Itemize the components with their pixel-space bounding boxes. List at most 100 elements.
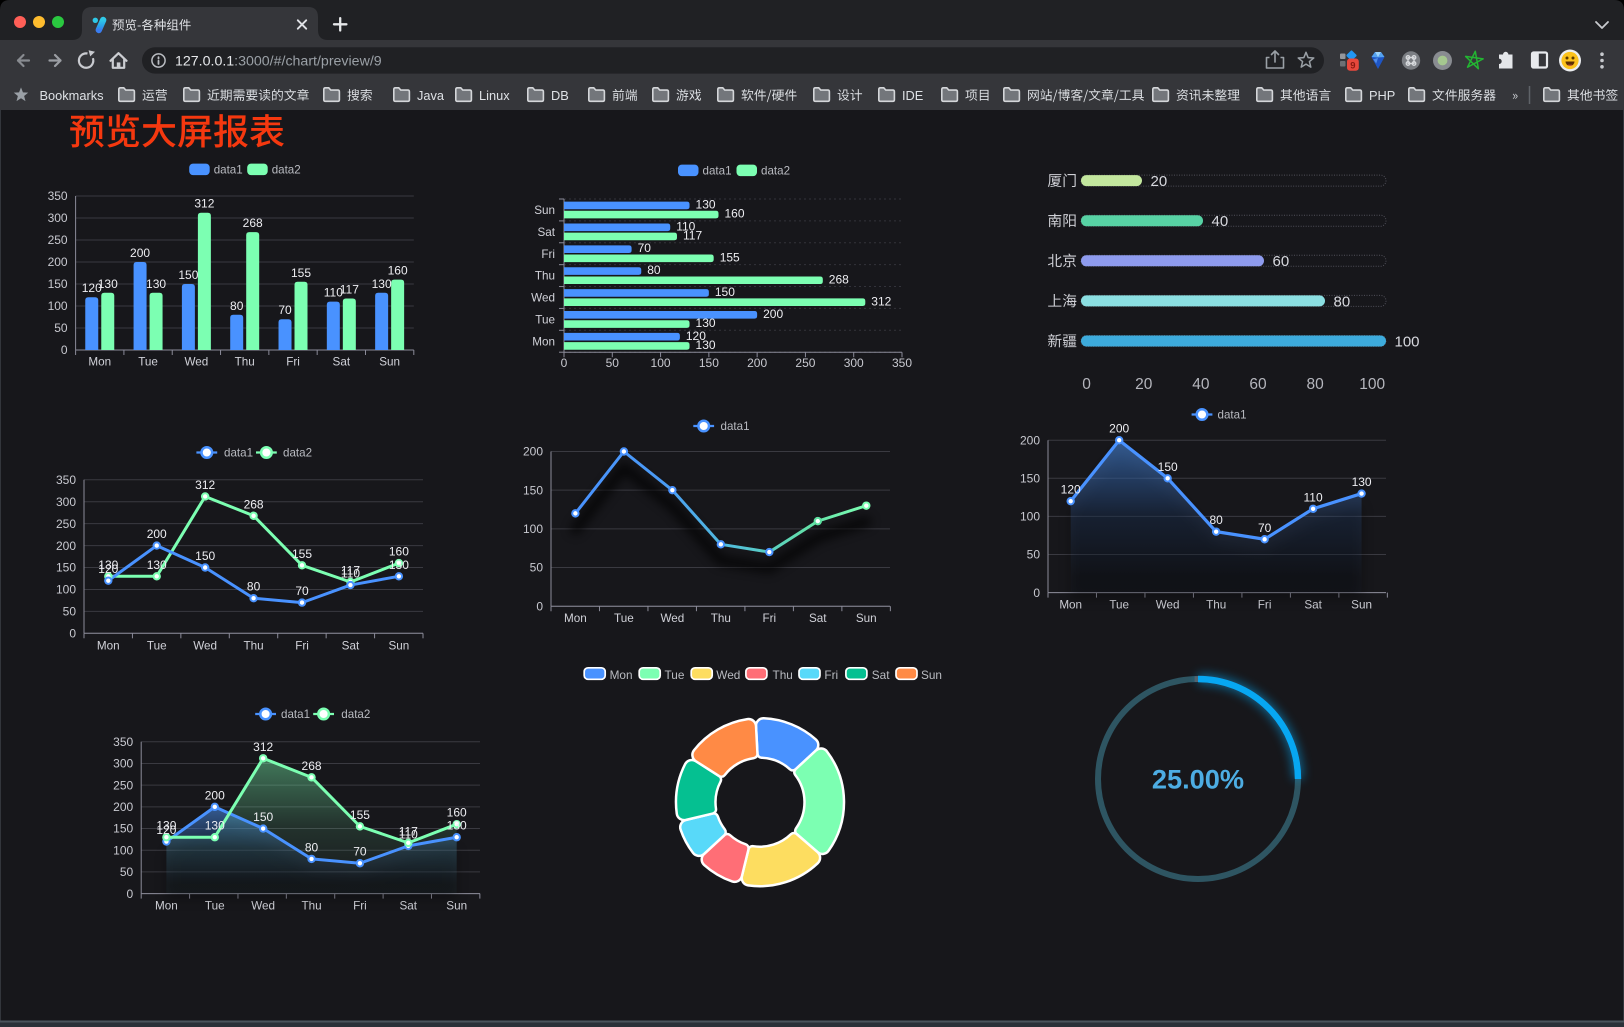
svg-text:150: 150 bbox=[1158, 460, 1178, 474]
svg-text:120: 120 bbox=[98, 562, 118, 576]
svg-text:50: 50 bbox=[606, 356, 620, 370]
svg-text:data2: data2 bbox=[341, 708, 370, 721]
svg-text:350: 350 bbox=[56, 473, 76, 487]
svg-text:80: 80 bbox=[1306, 376, 1324, 393]
svg-text:117: 117 bbox=[399, 824, 418, 838]
svg-text:Linux: Linux bbox=[479, 88, 510, 103]
svg-text:50: 50 bbox=[54, 321, 68, 335]
svg-text:80: 80 bbox=[1209, 513, 1223, 527]
svg-text:Sat: Sat bbox=[1304, 599, 1322, 612]
svg-text:Sat: Sat bbox=[537, 226, 555, 239]
svg-text:data1: data1 bbox=[214, 164, 243, 177]
svg-text:100: 100 bbox=[1395, 333, 1420, 350]
svg-text:20: 20 bbox=[1135, 376, 1153, 393]
svg-text:300: 300 bbox=[48, 211, 68, 225]
svg-text:Bookmarks: Bookmarks bbox=[40, 88, 104, 103]
svg-text:0: 0 bbox=[61, 343, 68, 357]
svg-text:Sat: Sat bbox=[809, 612, 827, 625]
svg-text:130: 130 bbox=[696, 316, 716, 330]
svg-text:Mon: Mon bbox=[97, 639, 120, 652]
svg-text:Sun: Sun bbox=[534, 204, 555, 217]
svg-text:Sun: Sun bbox=[921, 668, 942, 682]
svg-text:110: 110 bbox=[1304, 490, 1323, 504]
svg-text:Wed: Wed bbox=[716, 668, 740, 682]
svg-text:Tue: Tue bbox=[138, 356, 158, 369]
svg-text:100: 100 bbox=[48, 299, 68, 313]
svg-text:155: 155 bbox=[291, 266, 311, 280]
svg-text:200: 200 bbox=[113, 800, 133, 814]
svg-text:70: 70 bbox=[1258, 521, 1272, 535]
svg-text:data1: data1 bbox=[703, 165, 732, 178]
svg-text:80: 80 bbox=[1334, 293, 1351, 310]
svg-text:80: 80 bbox=[647, 263, 661, 277]
svg-text:268: 268 bbox=[244, 497, 264, 511]
svg-text:Mon: Mon bbox=[564, 612, 587, 625]
svg-text:20: 20 bbox=[1151, 173, 1168, 190]
svg-text:40: 40 bbox=[1192, 376, 1210, 393]
svg-text:150: 150 bbox=[1020, 472, 1040, 486]
svg-text:Java: Java bbox=[417, 88, 445, 103]
svg-text:268: 268 bbox=[302, 759, 322, 773]
svg-text:50: 50 bbox=[1027, 548, 1041, 562]
svg-text:150: 150 bbox=[195, 549, 215, 563]
svg-text:Wed: Wed bbox=[193, 639, 217, 652]
svg-text:130: 130 bbox=[1352, 475, 1372, 489]
svg-text:130: 130 bbox=[389, 558, 409, 572]
svg-text:70: 70 bbox=[278, 303, 292, 317]
svg-text:Sat: Sat bbox=[872, 668, 890, 682]
svg-text:data1: data1 bbox=[721, 420, 750, 433]
svg-text:80: 80 bbox=[230, 299, 244, 313]
svg-text:DB: DB bbox=[551, 88, 569, 103]
svg-text:268: 268 bbox=[829, 272, 849, 286]
svg-text:268: 268 bbox=[243, 216, 263, 230]
svg-text:data1: data1 bbox=[281, 708, 310, 721]
svg-text:200: 200 bbox=[147, 527, 167, 541]
svg-text:Mon: Mon bbox=[532, 335, 555, 348]
svg-text:155: 155 bbox=[350, 808, 370, 822]
svg-text:312: 312 bbox=[253, 740, 273, 754]
svg-text:Sat: Sat bbox=[400, 900, 418, 913]
svg-text:250: 250 bbox=[113, 778, 133, 792]
svg-text:IDE: IDE bbox=[902, 88, 923, 103]
svg-text:155: 155 bbox=[292, 547, 312, 561]
svg-text:200: 200 bbox=[48, 255, 68, 269]
svg-text:Thu: Thu bbox=[535, 270, 555, 283]
svg-text:Wed: Wed bbox=[660, 612, 684, 625]
svg-text:50: 50 bbox=[120, 865, 134, 879]
svg-text:Fri: Fri bbox=[541, 248, 555, 261]
svg-text:data2: data2 bbox=[761, 165, 790, 178]
svg-text:0: 0 bbox=[1082, 376, 1091, 393]
svg-text:70: 70 bbox=[353, 845, 367, 859]
svg-text:25.00%: 25.00% bbox=[1152, 764, 1244, 795]
svg-text:Sun: Sun bbox=[1351, 599, 1372, 612]
svg-text:Sun: Sun bbox=[379, 356, 400, 369]
svg-text:60: 60 bbox=[1249, 376, 1267, 393]
svg-text:300: 300 bbox=[56, 495, 76, 509]
svg-text:150: 150 bbox=[699, 356, 719, 370]
svg-text:70: 70 bbox=[295, 584, 309, 598]
svg-text:Wed: Wed bbox=[251, 900, 275, 913]
svg-text:350: 350 bbox=[113, 735, 133, 749]
svg-text:Fri: Fri bbox=[762, 612, 776, 625]
svg-text:Tue: Tue bbox=[614, 612, 634, 625]
svg-text:300: 300 bbox=[113, 757, 133, 771]
svg-text:Thu: Thu bbox=[773, 668, 793, 682]
svg-text:350: 350 bbox=[48, 189, 68, 203]
svg-text:350: 350 bbox=[892, 356, 912, 370]
svg-text:130: 130 bbox=[147, 558, 167, 572]
svg-text:80: 80 bbox=[305, 840, 319, 854]
svg-text:160: 160 bbox=[725, 207, 745, 221]
svg-text:117: 117 bbox=[341, 563, 360, 577]
svg-text:155: 155 bbox=[720, 251, 740, 265]
svg-text:312: 312 bbox=[195, 478, 215, 492]
svg-text:100: 100 bbox=[56, 583, 76, 597]
svg-text:130: 130 bbox=[372, 277, 392, 291]
svg-text:data1: data1 bbox=[1218, 409, 1247, 422]
svg-text:Sat: Sat bbox=[333, 356, 351, 369]
svg-text:117: 117 bbox=[683, 229, 702, 243]
svg-text:110: 110 bbox=[399, 827, 418, 841]
svg-text:200: 200 bbox=[1109, 422, 1129, 436]
svg-text:70: 70 bbox=[638, 241, 652, 255]
svg-text:data1: data1 bbox=[224, 447, 253, 460]
svg-text:Fri: Fri bbox=[1258, 599, 1272, 612]
